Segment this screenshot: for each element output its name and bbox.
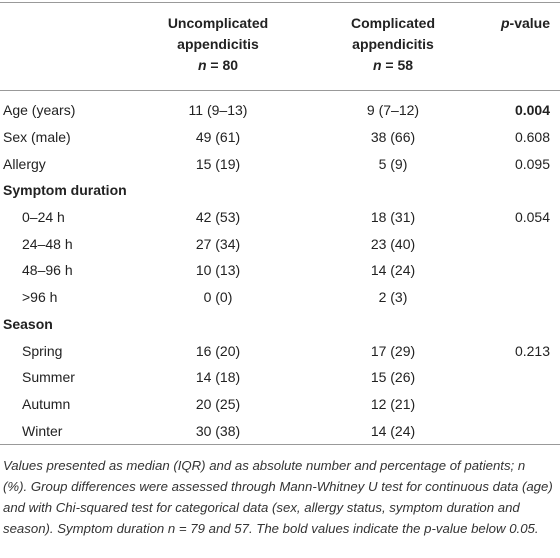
- p-value: 0.095: [514, 155, 550, 172]
- header-line: Uncomplicated: [167, 15, 269, 31]
- cell: 12 (21): [370, 395, 416, 412]
- header-cell: [0, 3, 148, 91]
- cell: 2 (3): [378, 289, 408, 306]
- header-cell: p-value: [498, 3, 560, 91]
- cell: 14 (24): [370, 262, 416, 279]
- table-row: Season: [0, 311, 560, 338]
- cell: 18 (31): [370, 209, 416, 226]
- cell: 5 (9): [378, 155, 408, 172]
- table-row: Sex (male) 49 (61) 38 (66) 0.608: [0, 124, 560, 151]
- table-row: Spring 16 (20) 17 (29) 0.213: [0, 337, 560, 364]
- row-label: Sex (male): [3, 129, 71, 146]
- header-cell: Complicated appendicitis n = 58: [288, 3, 498, 91]
- cell: [498, 311, 560, 338]
- cell: [498, 177, 560, 204]
- row-label: Winter: [22, 422, 63, 439]
- cell: [288, 311, 498, 338]
- cell: 14 (18): [195, 369, 241, 386]
- table-row: Winter 30 (38) 14 (24): [0, 417, 560, 445]
- row-label: Autumn: [22, 395, 71, 412]
- cell: [498, 257, 560, 284]
- cell: [148, 177, 288, 204]
- header-line-wrap: n = 80: [148, 55, 288, 76]
- header-line-wrap: Complicated: [288, 13, 498, 34]
- cell: 14 (24): [370, 422, 416, 439]
- cell: [498, 391, 560, 418]
- header-line-wrap: appendicitis: [288, 34, 498, 55]
- cell: 20 (25): [195, 395, 241, 412]
- header-line: n = 80: [197, 57, 239, 73]
- table-row: 24–48 h 27 (34) 23 (40): [0, 230, 560, 257]
- table-row: Allergy 15 (19) 5 (9) 0.095: [0, 150, 560, 177]
- cell: 38 (66): [370, 129, 416, 146]
- p-value: 0.608: [514, 129, 550, 146]
- header-line: appendicitis: [352, 36, 434, 52]
- row-label: Spring: [22, 342, 63, 359]
- cell: 9 (7–12): [366, 102, 420, 119]
- footnote: Values presented as median (IQR) and as …: [3, 458, 553, 536]
- cell: 49 (61): [195, 129, 241, 146]
- cell: 15 (26): [370, 369, 416, 386]
- cell: 0 (0): [203, 289, 233, 306]
- cell: 42 (53): [195, 209, 241, 226]
- table-row: >96 h 0 (0) 2 (3): [0, 284, 560, 311]
- header-line-wrap: p-value: [498, 13, 550, 34]
- cell: [498, 284, 560, 311]
- p-value: 0.054: [514, 209, 550, 226]
- cell: [498, 364, 560, 391]
- header-line: appendicitis: [177, 36, 259, 52]
- table-row: 48–96 h 10 (13) 14 (24): [0, 257, 560, 284]
- header-cell: Uncomplicated appendicitis n = 80: [148, 3, 288, 91]
- table-row: Symptom duration: [0, 177, 560, 204]
- cell: [498, 230, 560, 257]
- cell: 11 (9–13): [188, 102, 248, 119]
- table-row: Summer 14 (18) 15 (26): [0, 364, 560, 391]
- cell: 16 (20): [195, 342, 241, 359]
- row-label: >96 h: [22, 289, 58, 306]
- header-line: p-value: [500, 15, 550, 31]
- cell: [148, 311, 288, 338]
- cell: 15 (19): [195, 155, 241, 172]
- table-row: Age (years) 11 (9–13) 9 (7–12) 0.004: [0, 91, 560, 124]
- row-label: Age (years): [3, 102, 76, 119]
- section-label: Season: [3, 315, 53, 332]
- cell: 30 (38): [195, 422, 241, 439]
- header-line-wrap: appendicitis: [148, 34, 288, 55]
- row-label: Allergy: [3, 155, 46, 172]
- table-row: Autumn 20 (25) 12 (21): [0, 391, 560, 418]
- header-line: Complicated: [350, 15, 435, 31]
- data-table: Uncomplicated appendicitis n = 80 Complicat…: [0, 2, 560, 445]
- header-row: Uncomplicated appendicitis n = 80 Complicat…: [0, 2, 560, 91]
- cell: [498, 417, 560, 444]
- cell: 17 (29): [370, 342, 416, 359]
- row-label: 48–96 h: [22, 262, 73, 279]
- header-line-wrap: Uncomplicated: [148, 13, 288, 34]
- table-row: 0–24 h 42 (53) 18 (31) 0.054: [0, 204, 560, 231]
- cell: 27 (34): [195, 235, 241, 252]
- row-label: Summer: [22, 369, 75, 386]
- row-label: 24–48 h: [22, 235, 73, 252]
- cell: 23 (40): [370, 235, 416, 252]
- p-value: 0.213: [514, 342, 550, 359]
- row-label: 0–24 h: [22, 209, 65, 226]
- p-value: 0.004: [514, 102, 550, 119]
- header-line-wrap: n = 58: [288, 55, 498, 76]
- table-body: Age (years) 11 (9–13) 9 (7–12) 0.004 Sex (ma…: [0, 91, 560, 445]
- cell: 10 (13): [195, 262, 241, 279]
- cell: [288, 177, 498, 204]
- section-label: Symptom duration: [3, 182, 127, 199]
- header-line: n = 58: [372, 57, 414, 73]
